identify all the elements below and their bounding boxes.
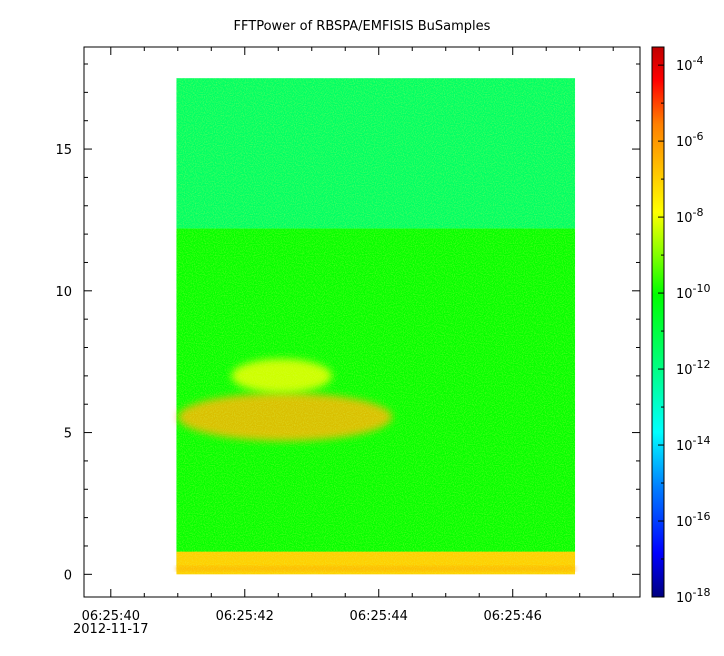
y-tick-label: 5: [64, 427, 72, 442]
colorbar-tick-exponent: -18: [693, 586, 711, 599]
x-axis: 06:25:40 06:25:42 06:25:44 06:25:46 2012-11-…: [73, 47, 614, 637]
colorbar-tick-label: 10-4: [676, 54, 704, 74]
colorbar-tick-base: 10: [676, 135, 693, 150]
colorbar-tick-exponent: -4: [693, 54, 704, 67]
colorbar-tick-label: 10-10: [676, 282, 711, 302]
colorbar-tick-label: 10-8: [676, 206, 704, 226]
colorbar-tick-base: 10: [676, 591, 693, 606]
y-tick-label: 10: [55, 285, 72, 300]
spectrogram-image: [176, 78, 576, 575]
colorbar-tick-exponent: -6: [693, 130, 704, 143]
colorbar-tick-base: 10: [676, 287, 693, 302]
colorbar-tick-base: 10: [676, 211, 693, 226]
colorbar-tick-exponent: -12: [693, 358, 711, 371]
y-tick-label: 0: [64, 568, 72, 583]
colorbar-tick-base: 10: [676, 515, 693, 530]
colorbar-tick-exponent: -8: [693, 206, 704, 219]
colorbar-tick-exponent: -14: [693, 434, 711, 447]
colorbar-tick-label: 10-6: [676, 130, 704, 150]
colorbar-tick-label: 10-14: [676, 434, 711, 454]
colorbar-tick-label: 10-18: [676, 586, 711, 606]
y-axis: 0 5 10 15: [55, 63, 640, 583]
y-tick-label: 15: [55, 143, 72, 158]
chart-title: FFTPower of RBSPA/EMFISIS BuSamples: [234, 19, 491, 34]
colorbar-tick-base: 10: [676, 439, 693, 454]
colorbar-scale: [651, 46, 665, 598]
colorbar-tick-base: 10: [676, 363, 693, 378]
x-tick-label: 06:25:40: [82, 609, 140, 624]
colorbar-tick-label: 10-16: [676, 510, 711, 530]
colorbar-tick-exponent: -16: [693, 510, 711, 523]
colorbar-tick-label: 10-12: [676, 358, 711, 378]
x-tick-label: 06:25:42: [216, 609, 274, 624]
colorbar-tick-exponent: -10: [693, 282, 711, 295]
spectral-noise: [176, 78, 576, 575]
x-tick-label: 06:25:46: [484, 609, 542, 624]
x-tick-label: 06:25:44: [350, 609, 408, 624]
colorbar-tick-base: 10: [676, 59, 693, 74]
x-tick-date-label: 2012-11-17: [73, 622, 149, 637]
